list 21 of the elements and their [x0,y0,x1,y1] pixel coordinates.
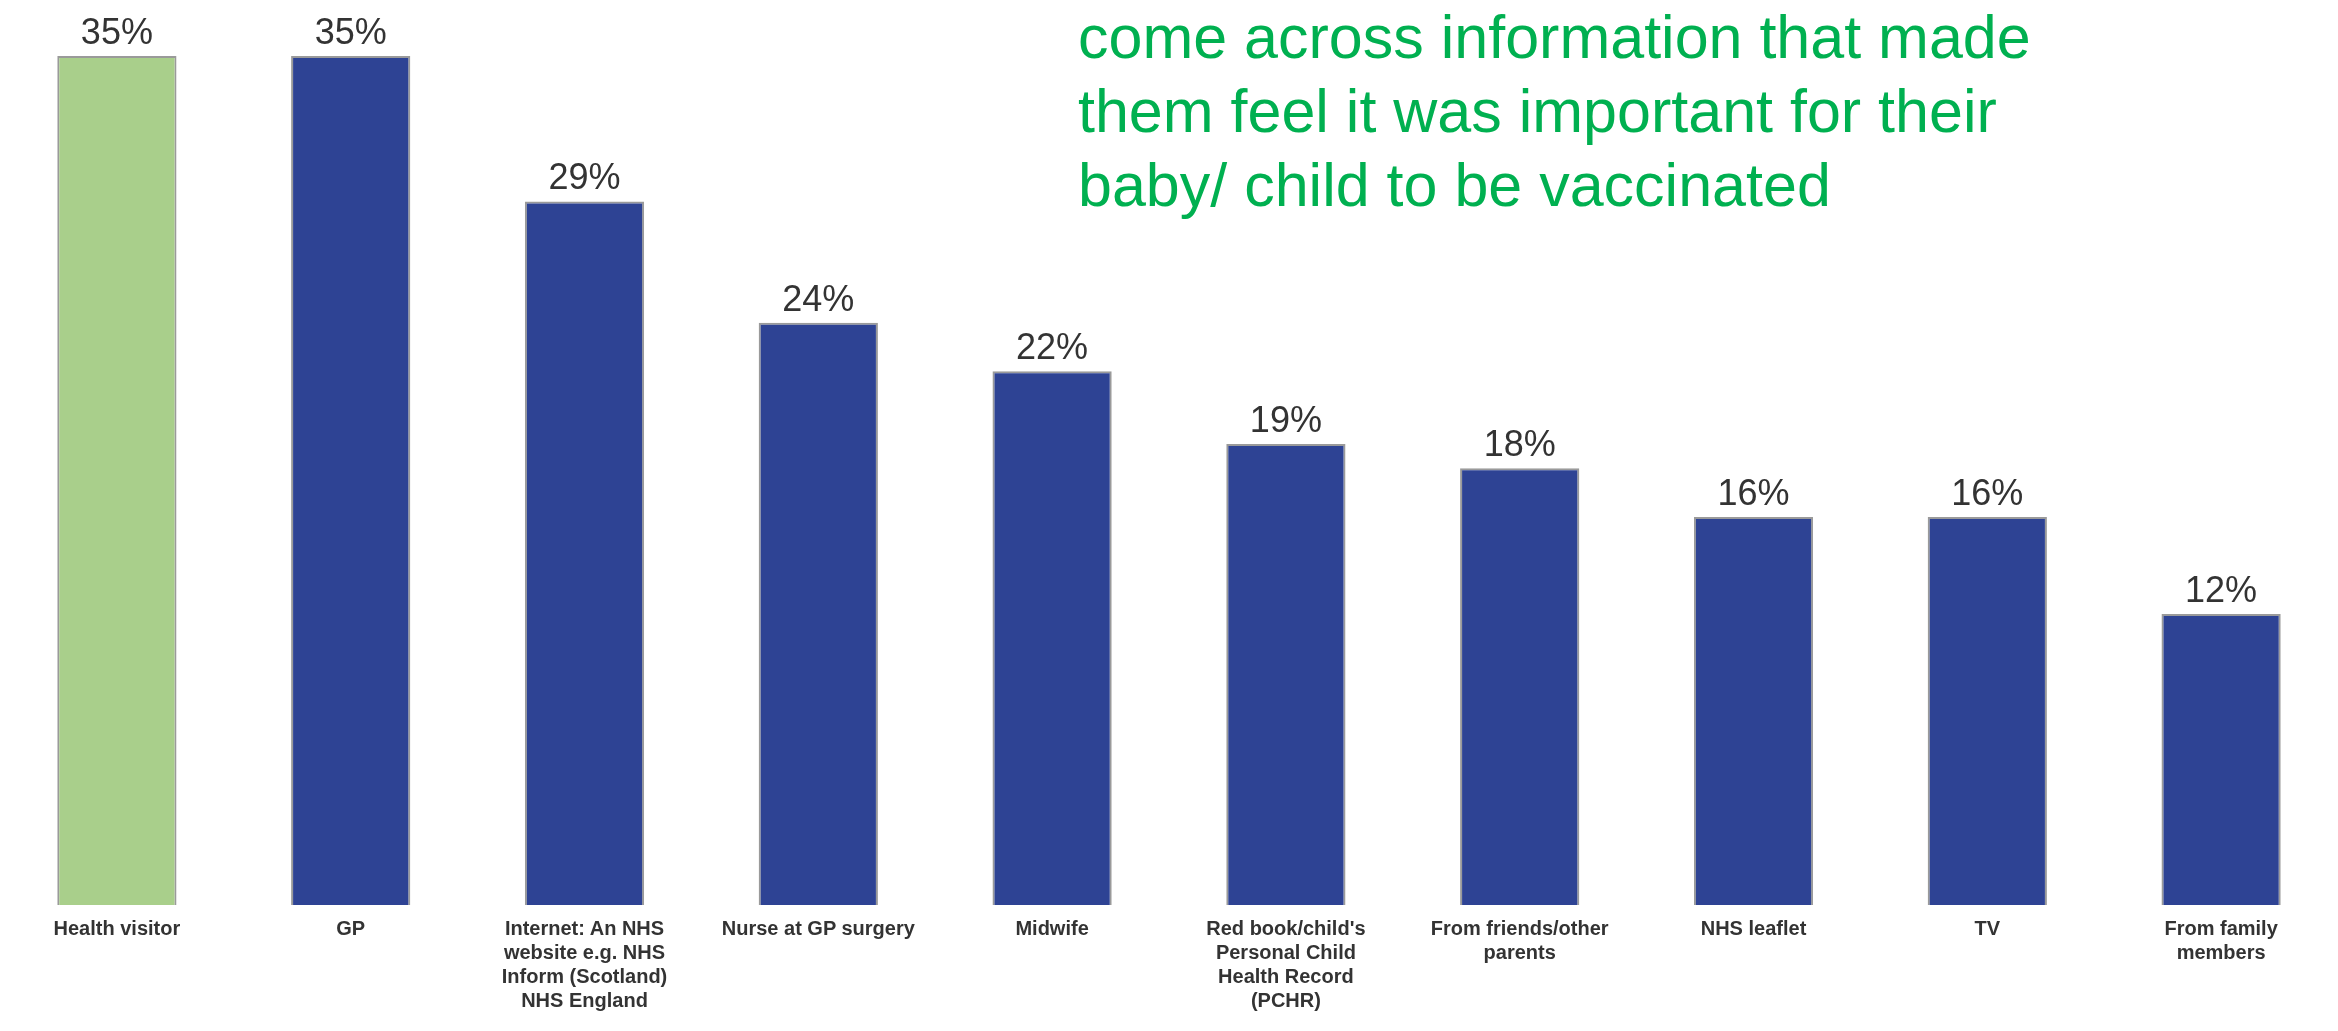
chart-title: come across information that made them feel it was important for their baby/ child to be vaccinated [1078,2,2032,221]
x-tick-label: From family members [2164,916,2279,963]
x-tick-label: Nurse at GP surgery [721,916,916,939]
data-label: 19% [1249,399,1322,441]
data-label: 16% [1951,471,2024,513]
data-label: 24% [782,277,855,319]
x-tick-label: Health visitor [53,916,181,939]
data-label: 18% [1483,423,1556,465]
x-tick-label: Red book/child's Personal Child Health Record (PCHR) [1206,916,1366,1011]
data-label: 16% [1717,471,1790,513]
data-label: 22% [1016,326,1089,368]
x-tick-label: GP [336,916,366,939]
x-tick-label: NHS leaflet [1700,916,1807,939]
x-tick-label: TV [1974,916,2001,939]
data-label: 12% [2185,568,2258,610]
x-tick-label: From friends/other parents [1430,916,1609,963]
x-tick-label: Internet: An NHS website e.g. NHS Inform (Scotland) NHS England [501,916,668,1011]
data-label: 35% [80,10,153,52]
data-label: 35% [314,10,387,52]
x-tick-label: Midwife [1015,916,1089,939]
data-label: 29% [548,156,621,198]
